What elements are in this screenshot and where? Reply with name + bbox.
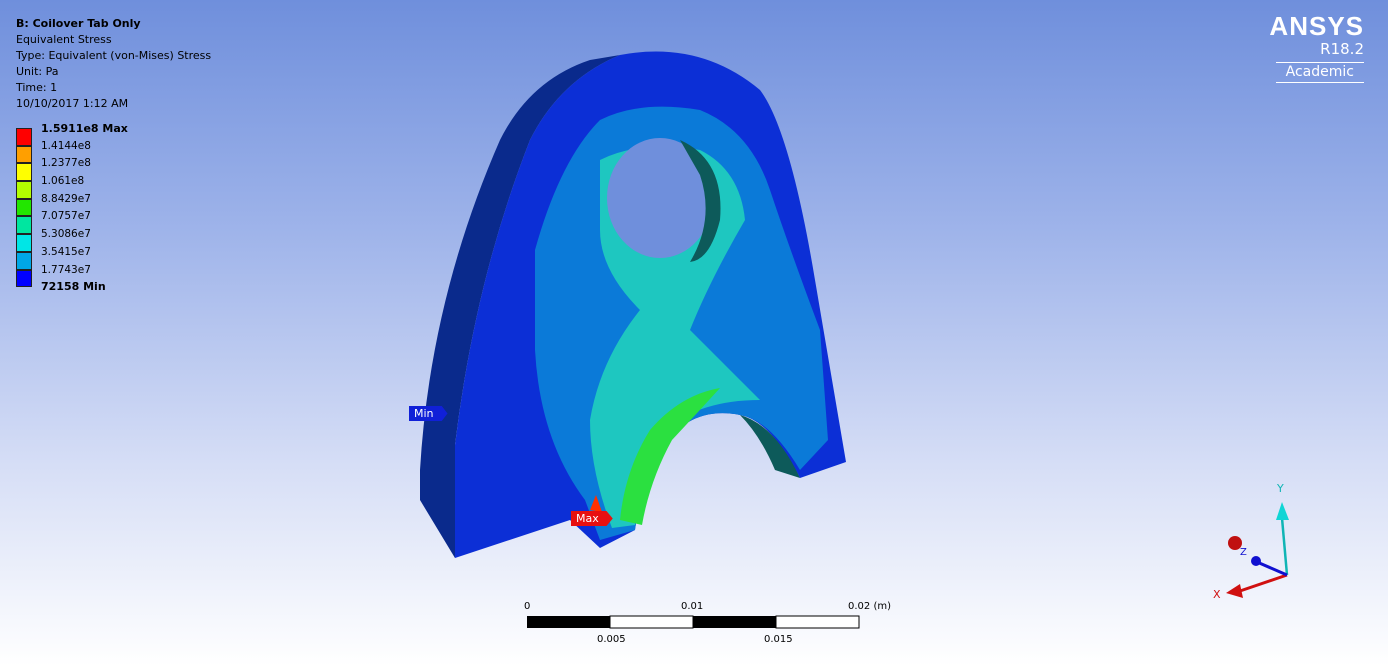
- legend-level-label: 1.2377e8: [41, 157, 91, 170]
- result-date: 10/10/2017 1:12 AM: [16, 97, 129, 110]
- contour-legend[interactable]: 1.5911e8 Max 1.4144e8 1.2377e8 1.061e8 8.842…: [16, 122, 216, 293]
- result-time: Time: 1: [16, 81, 58, 94]
- legend-level-label: 1.061e8: [41, 175, 85, 188]
- legend-level-label: 3.5415e7: [41, 245, 91, 258]
- result-type: Type: Equivalent (von-Mises) Stress: [16, 49, 212, 62]
- legend-band: 3.5415e7: [16, 246, 216, 270]
- stress-region-high: [620, 388, 720, 525]
- triad-y-axis: [1280, 517, 1289, 576]
- triad-x-arrow: [1226, 584, 1243, 598]
- tab-side-face: [420, 55, 620, 558]
- legend-color-swatch: [16, 128, 32, 146]
- scale-tick-2: 0.02 (m): [848, 601, 891, 612]
- legend-color-swatch: [16, 163, 32, 182]
- result-name: Equivalent Stress: [16, 33, 112, 46]
- result-unit: Unit: Pa: [16, 65, 59, 78]
- scale-segment-4: [775, 615, 860, 629]
- max-probe[interactable]: Max: [571, 511, 613, 526]
- triad-x-label: X: [1213, 588, 1221, 601]
- result-info: B: Coilover Tab Only Equivalent Stress T…: [16, 16, 211, 112]
- lower-slot-bore: [740, 415, 800, 478]
- triad-iso-ball: [1228, 536, 1242, 550]
- scale-tick-4: 0.015: [764, 634, 793, 645]
- legend-band: 1.5911e8 Max: [16, 122, 216, 146]
- stress-region-peak: [590, 495, 602, 512]
- legend-band: 8.8429e7: [16, 193, 216, 217]
- scale-segment-1: [527, 616, 610, 628]
- triad-z-axis: [1256, 560, 1288, 577]
- min-probe[interactable]: Min: [409, 406, 448, 421]
- scale-tick-1: 0.01: [681, 601, 704, 612]
- legend-color-swatch: [16, 234, 32, 252]
- legend-color-swatch: [16, 216, 32, 235]
- upper-hole: [607, 138, 713, 258]
- legend-level-label: 5.3086e7: [41, 228, 91, 241]
- legend-color-swatch: [16, 251, 32, 270]
- legend-band: 1.2377e8: [16, 157, 216, 182]
- logo-brand: ANSYS: [1269, 11, 1364, 41]
- scale-tick-3: 0.005: [597, 634, 626, 645]
- legend-max-label: 1.5911e8 Max: [41, 122, 128, 135]
- logo-edition: Academic: [1275, 62, 1364, 83]
- legend-band: 1.061e8: [16, 175, 216, 199]
- legend-color-swatch: [16, 181, 32, 199]
- legend-color-swatch: [16, 198, 32, 217]
- triad-z-ball: [1251, 556, 1261, 566]
- legend-band: 7.0757e7: [16, 210, 216, 235]
- legend-level-label: 8.8429e7: [41, 192, 91, 205]
- triad-y-arrow: [1276, 502, 1289, 520]
- legend-band: 1.4144e8: [16, 140, 216, 164]
- coilover-tab-model: [420, 51, 846, 559]
- legend-min-label: 72158 Min: [41, 279, 106, 293]
- legend-band: 1.7743e7 72158 Min: [16, 264, 216, 293]
- legend-band: 5.3086e7: [16, 228, 216, 252]
- analysis-title: B: Coilover Tab Only: [16, 17, 141, 30]
- legend-level-label: 1.4144e8: [41, 139, 91, 152]
- scale-segment-3: [693, 616, 776, 628]
- logo-version: R18.2: [1320, 40, 1364, 58]
- triad-z-label: Z: [1240, 547, 1247, 558]
- upper-hole-bore: [680, 140, 721, 262]
- legend-color-swatch: [16, 145, 32, 164]
- triad-x-axis: [1236, 573, 1288, 594]
- legend-level-label: 7.0757e7: [41, 210, 91, 223]
- triad-y-label: Y: [1276, 482, 1284, 495]
- legend-color-swatch: [16, 269, 32, 288]
- ansys-logo: ANSYS R18.2 Academic: [1269, 12, 1364, 83]
- scale-tick-0: 0: [524, 601, 531, 612]
- legend-level-label: 1.7743e7: [41, 263, 91, 276]
